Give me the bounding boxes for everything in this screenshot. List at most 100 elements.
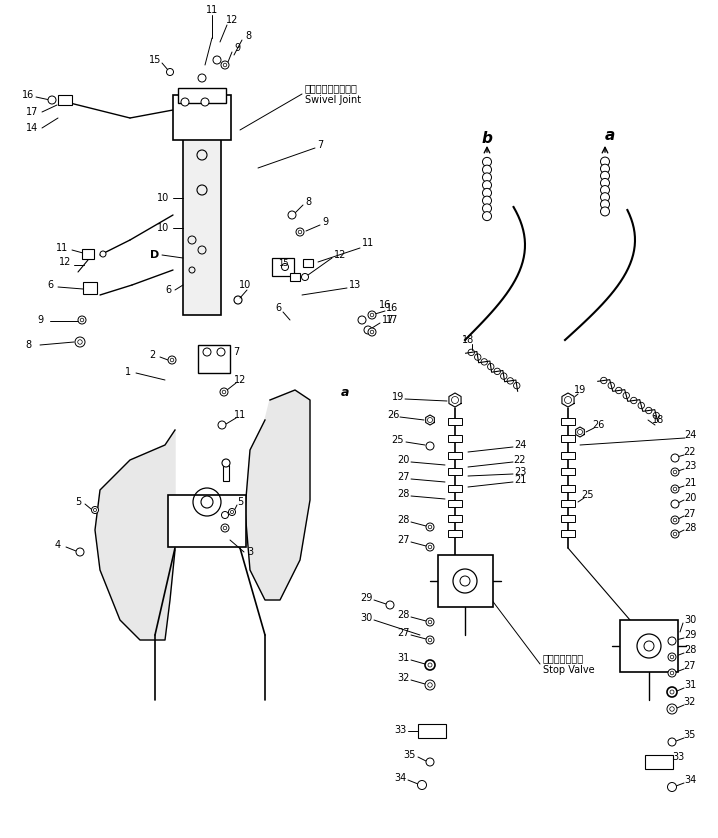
Text: 32: 32: [397, 673, 409, 683]
Bar: [561, 515, 575, 522]
Text: 12: 12: [234, 375, 246, 385]
Circle shape: [600, 199, 610, 209]
Circle shape: [425, 660, 435, 670]
Circle shape: [482, 181, 492, 189]
Bar: [448, 418, 462, 425]
Circle shape: [426, 543, 434, 551]
Circle shape: [670, 671, 673, 675]
Circle shape: [302, 273, 309, 281]
Text: Stop Valve: Stop Valve: [543, 665, 595, 675]
Circle shape: [428, 546, 432, 549]
Circle shape: [428, 663, 432, 667]
Polygon shape: [562, 393, 574, 407]
Text: 9: 9: [37, 315, 43, 325]
Circle shape: [673, 518, 677, 522]
Text: 10: 10: [157, 223, 169, 233]
Text: 2: 2: [149, 350, 155, 360]
Text: 27: 27: [684, 661, 696, 671]
Circle shape: [93, 509, 97, 511]
Polygon shape: [426, 415, 434, 425]
Polygon shape: [95, 430, 175, 640]
Circle shape: [668, 738, 676, 746]
Circle shape: [426, 523, 434, 531]
Polygon shape: [449, 393, 461, 407]
Circle shape: [482, 158, 492, 167]
Text: 11: 11: [56, 243, 68, 253]
Circle shape: [482, 173, 492, 182]
Circle shape: [201, 98, 209, 106]
Circle shape: [668, 637, 676, 645]
Text: 17: 17: [382, 315, 394, 325]
Text: 35: 35: [684, 730, 696, 740]
Circle shape: [670, 706, 674, 711]
Text: 21: 21: [684, 478, 696, 488]
Bar: [183, 130, 221, 315]
Text: 30: 30: [360, 613, 372, 623]
Text: 30: 30: [684, 615, 696, 625]
Bar: [448, 485, 462, 492]
Text: 12: 12: [59, 257, 71, 267]
Text: a: a: [341, 385, 349, 399]
Text: 7: 7: [233, 347, 239, 357]
Text: 8: 8: [25, 340, 31, 350]
Text: 16: 16: [22, 90, 34, 100]
Circle shape: [288, 211, 296, 219]
Circle shape: [222, 459, 230, 467]
Bar: [561, 435, 575, 442]
Circle shape: [217, 348, 225, 356]
Text: 17: 17: [26, 107, 38, 117]
Text: b: b: [482, 131, 493, 146]
Text: 6: 6: [165, 285, 171, 295]
Text: 11: 11: [234, 410, 246, 420]
Circle shape: [671, 530, 679, 538]
Circle shape: [671, 516, 679, 524]
Text: 29: 29: [360, 593, 372, 603]
Circle shape: [213, 56, 221, 64]
Bar: [178, 88, 226, 103]
Text: 28: 28: [397, 489, 409, 499]
Text: 18: 18: [652, 415, 664, 425]
Bar: [561, 500, 575, 507]
Circle shape: [168, 356, 176, 364]
Circle shape: [181, 98, 189, 106]
Text: 26: 26: [592, 420, 604, 430]
Circle shape: [78, 339, 83, 344]
Text: 10: 10: [239, 280, 251, 290]
Circle shape: [223, 63, 227, 67]
Text: 21: 21: [514, 475, 526, 485]
Bar: [561, 530, 575, 537]
Text: 31: 31: [397, 653, 409, 663]
Circle shape: [370, 313, 374, 317]
Circle shape: [426, 636, 434, 644]
Text: 8: 8: [245, 31, 251, 41]
Circle shape: [600, 164, 610, 173]
Text: 10: 10: [157, 193, 169, 203]
Bar: [620, 620, 678, 672]
Text: 24: 24: [514, 440, 526, 450]
Text: 1: 1: [125, 367, 131, 377]
Text: 28: 28: [397, 515, 409, 525]
Circle shape: [218, 421, 226, 429]
Text: Swivel Joint: Swivel Joint: [305, 95, 361, 105]
Text: 24: 24: [684, 430, 696, 440]
Circle shape: [221, 61, 229, 69]
Circle shape: [100, 251, 106, 257]
Text: 9: 9: [322, 217, 328, 227]
Text: 11: 11: [206, 5, 218, 15]
Bar: [645, 755, 673, 769]
Text: 27: 27: [397, 472, 409, 482]
Text: 18: 18: [462, 335, 474, 345]
Text: 19: 19: [574, 385, 586, 395]
Circle shape: [426, 758, 434, 766]
Circle shape: [370, 330, 374, 334]
Circle shape: [198, 74, 206, 82]
Text: 3: 3: [247, 547, 253, 557]
Bar: [561, 485, 575, 492]
Circle shape: [482, 196, 492, 205]
Bar: [561, 468, 575, 475]
Text: 33: 33: [672, 752, 684, 762]
Text: 20: 20: [684, 493, 696, 503]
Text: 27: 27: [684, 509, 696, 519]
Circle shape: [673, 470, 677, 473]
Circle shape: [600, 193, 610, 202]
